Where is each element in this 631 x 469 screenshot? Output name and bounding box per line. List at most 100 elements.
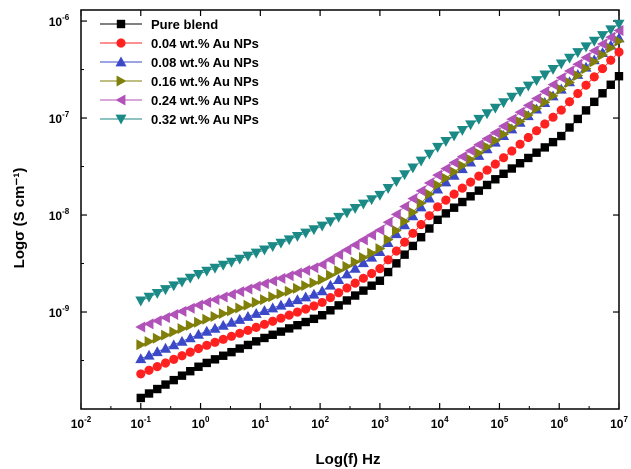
legend-label: 0.32 wt.% Au NPs (151, 112, 259, 127)
triangle-up-marker (300, 291, 312, 302)
triangle-right-marker (136, 339, 147, 351)
square-marker (474, 186, 484, 195)
triangle-right-marker (523, 109, 534, 121)
triangle-up-marker (316, 285, 328, 296)
triangle-down-marker (267, 242, 279, 253)
triangle-down-marker (465, 120, 477, 131)
y-tick-label: 10-8 (49, 207, 70, 223)
triangle-left-marker (448, 157, 459, 169)
circle-marker (177, 351, 187, 361)
circle-marker (408, 228, 418, 238)
triangle-down-marker (473, 114, 485, 125)
triangle-up-marker (168, 339, 180, 350)
square-marker (235, 344, 244, 353)
circle-marker (606, 55, 616, 65)
triangle-right-marker (301, 280, 312, 292)
square-marker (144, 389, 154, 398)
circle-marker (358, 273, 368, 283)
triangle-up-marker (258, 305, 270, 316)
triangle-down-marker (176, 277, 188, 288)
triangle-right-marker (235, 302, 246, 314)
triangle-right-marker (614, 35, 625, 47)
square-marker (161, 380, 170, 389)
triangle-up-marker (225, 316, 237, 327)
axis-ticks: 10-2 10-1 100 101 102 103 104 105 106 107 10-9 10-8… (49, 10, 628, 431)
triangle-right-marker (449, 166, 460, 178)
circle-marker (614, 47, 624, 57)
triangle-right-marker (490, 135, 501, 147)
circle-marker (490, 159, 500, 169)
x-tick-label: 10-2 (71, 415, 92, 431)
triangle-left-marker (283, 270, 294, 282)
square-marker (284, 324, 294, 333)
x-tick-label: 103 (371, 415, 389, 431)
triangle-down-marker (605, 25, 617, 36)
square-marker (449, 203, 459, 212)
triangle-down-marker (143, 292, 155, 303)
circle-marker (334, 288, 344, 298)
x-tick-label: 101 (251, 415, 269, 431)
triangle-left-marker (399, 201, 410, 213)
series-5 (135, 19, 625, 307)
triangle-right-marker (251, 296, 262, 308)
triangle-down-marker (498, 98, 510, 109)
triangle-up-marker (283, 296, 295, 307)
triangle-down-marker (316, 221, 328, 232)
triangle-left-marker (423, 177, 434, 189)
triangle-left-marker (597, 38, 607, 50)
triangle-right-marker (227, 305, 237, 317)
triangle-right-marker (144, 336, 155, 348)
circle-marker (317, 297, 327, 308)
square-marker (169, 375, 178, 385)
circle-marker (507, 146, 517, 156)
triangle-down-marker (547, 65, 559, 75)
square-marker (557, 131, 566, 141)
triangle-up-marker (151, 346, 163, 357)
square-marker (614, 72, 624, 81)
circle-marker (465, 177, 476, 187)
circle-marker (202, 340, 212, 350)
circle-marker (152, 362, 162, 372)
triangle-up-marker (366, 251, 378, 262)
legend: Pure blend 0.04 wt.% Au NPs 0.08 wt.% Au N… (100, 17, 259, 127)
triangle-up-marker (160, 342, 172, 353)
square-marker (491, 175, 500, 184)
circle-marker (259, 319, 270, 329)
triangle-left-marker (613, 24, 624, 36)
triangle-left-marker (580, 51, 591, 63)
triangle-up-marker (341, 268, 353, 279)
triangle-right-marker (326, 269, 336, 281)
triangle-left-marker (168, 309, 179, 321)
circle-marker (235, 328, 245, 338)
triangle-down-marker (440, 137, 452, 147)
triangle-up-marker (143, 349, 155, 360)
triangle-up-marker (415, 201, 427, 212)
triangle-left-marker (522, 99, 533, 111)
circle-marker (325, 293, 336, 303)
triangle-right-marker (391, 224, 402, 236)
circle-marker (251, 322, 261, 332)
legend-item: 0.04 wt.% Au NPs (100, 36, 259, 51)
legend-label: 0.04 wt.% Au NPs (151, 36, 259, 51)
square-marker (136, 393, 145, 403)
circle-marker (367, 268, 377, 279)
x-tick-label: 105 (491, 415, 509, 431)
square-marker (342, 296, 352, 305)
triangle-left-marker (192, 299, 203, 311)
square-marker (219, 351, 228, 360)
square-marker (590, 97, 599, 107)
triangle-down-marker (407, 163, 419, 174)
triangle-up-marker (357, 257, 369, 268)
triangle-right-marker (548, 90, 559, 102)
square-marker (186, 367, 195, 376)
circle-marker (210, 337, 220, 347)
triangle-left-marker (382, 216, 393, 228)
triangle-down-marker (250, 248, 262, 259)
triangle-right-marker (350, 256, 361, 268)
triangle-right-marker (268, 291, 279, 303)
triangle-down-marker (184, 273, 196, 284)
triangle-left-marker (275, 272, 286, 284)
square-marker (573, 114, 582, 124)
triangle-down-marker (539, 70, 551, 81)
square-marker (581, 106, 591, 115)
